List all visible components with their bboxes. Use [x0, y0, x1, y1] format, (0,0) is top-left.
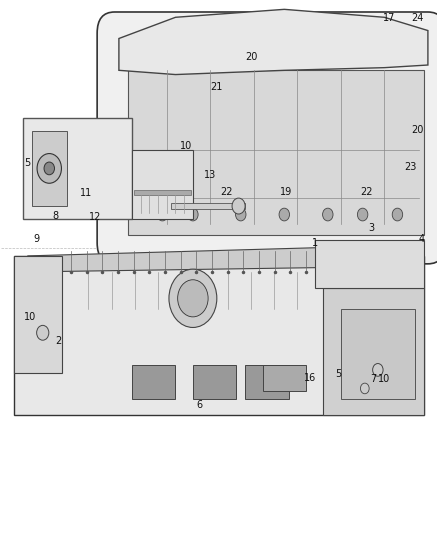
Text: 10: 10: [24, 312, 36, 322]
Polygon shape: [134, 190, 191, 195]
Circle shape: [169, 269, 217, 327]
Text: 16: 16: [304, 373, 317, 383]
Text: 1: 1: [312, 238, 318, 248]
Circle shape: [236, 208, 246, 221]
Text: 24: 24: [411, 13, 423, 23]
Polygon shape: [323, 288, 424, 415]
Circle shape: [187, 208, 198, 221]
Text: 20: 20: [411, 125, 423, 135]
Polygon shape: [132, 150, 193, 219]
Text: 23: 23: [404, 162, 417, 172]
Text: 9: 9: [33, 234, 39, 244]
Text: 7: 7: [371, 374, 377, 384]
Circle shape: [322, 208, 333, 221]
Text: 4: 4: [418, 234, 424, 244]
Circle shape: [357, 208, 368, 221]
Polygon shape: [262, 365, 306, 391]
Text: 17: 17: [382, 13, 395, 23]
Polygon shape: [193, 365, 237, 399]
Text: 10: 10: [180, 141, 192, 151]
Circle shape: [360, 383, 369, 394]
Text: 2: 2: [55, 336, 61, 346]
Text: 5: 5: [25, 158, 31, 168]
Polygon shape: [341, 309, 415, 399]
Text: 13: 13: [204, 171, 216, 180]
Text: 10: 10: [378, 374, 391, 384]
Circle shape: [392, 208, 403, 221]
Polygon shape: [171, 203, 245, 209]
Circle shape: [44, 162, 54, 175]
Text: 8: 8: [53, 211, 59, 221]
Text: 5: 5: [336, 369, 342, 378]
Circle shape: [232, 198, 245, 214]
Polygon shape: [245, 365, 289, 399]
Polygon shape: [315, 240, 424, 288]
Text: 20: 20: [245, 52, 258, 62]
Circle shape: [279, 208, 290, 221]
Circle shape: [37, 325, 49, 340]
Polygon shape: [28, 245, 402, 272]
Circle shape: [178, 280, 208, 317]
Text: 11: 11: [80, 188, 92, 198]
Polygon shape: [14, 256, 62, 373]
Text: 6: 6: [196, 400, 202, 410]
Polygon shape: [119, 10, 428, 75]
FancyBboxPatch shape: [97, 12, 438, 264]
Text: 22: 22: [220, 187, 233, 197]
Text: 12: 12: [89, 212, 101, 222]
Text: 19: 19: [280, 187, 293, 197]
Text: 22: 22: [361, 187, 373, 197]
Text: 3: 3: [368, 223, 374, 233]
Text: 21: 21: [211, 82, 223, 92]
Circle shape: [37, 154, 61, 183]
Polygon shape: [23, 118, 132, 219]
Polygon shape: [14, 256, 424, 415]
Polygon shape: [127, 70, 424, 235]
Circle shape: [373, 364, 383, 376]
Polygon shape: [32, 131, 67, 206]
Circle shape: [157, 208, 168, 221]
Polygon shape: [132, 365, 176, 399]
